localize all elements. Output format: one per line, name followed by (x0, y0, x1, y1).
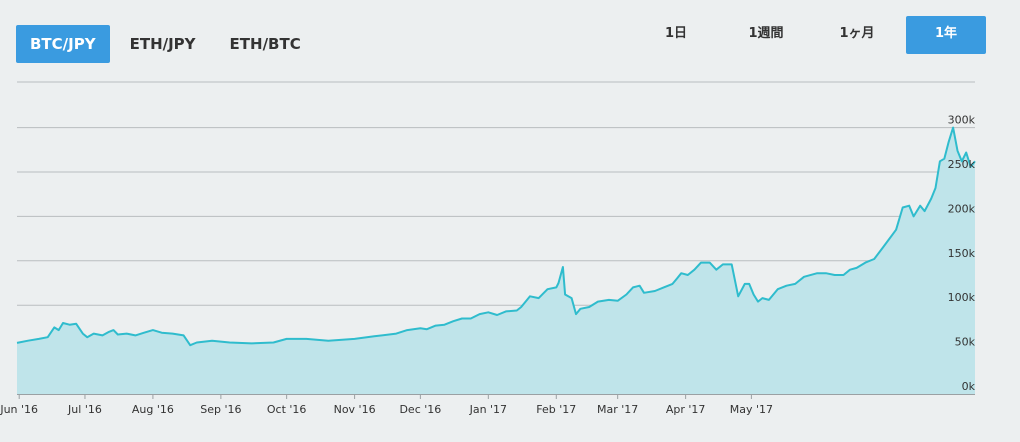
x-tick-label: Mar '17 (597, 403, 638, 416)
x-tick-label: May '17 (730, 403, 773, 416)
tab-eth-jpy[interactable]: ETH/JPY (129, 35, 196, 53)
x-tick-label: Sep '16 (200, 403, 241, 416)
tab-btc-jpy[interactable]: BTC/JPY (16, 25, 110, 63)
x-tick-label: Apr '17 (666, 403, 706, 416)
x-tick-label: Jun '16 (0, 403, 38, 416)
grid-lines (17, 81, 975, 351)
x-tick-label: Aug '16 (132, 403, 174, 416)
tab-range-1d[interactable]: 1日 (664, 26, 688, 41)
x-tick-label: Nov '16 (334, 403, 376, 416)
price-area (17, 127, 975, 394)
x-tick-label: Oct '16 (267, 403, 307, 416)
tab-range-1w[interactable]: 1週間 (748, 26, 784, 41)
x-tick-label: Jul '16 (67, 403, 102, 416)
y-tick-label: 0k (962, 380, 976, 393)
y-tick-label: 300k (948, 114, 976, 127)
tab-range-1y[interactable]: 1年 (906, 16, 986, 54)
tab-range-1m[interactable]: 1ヶ月 (839, 26, 875, 41)
x-tick-label: Jan '17 (469, 403, 507, 416)
y-tick-labels: 0k 50k 100k 150k 200k 250k 300k (948, 114, 976, 393)
y-tick-label: 200k (948, 202, 976, 215)
x-tick-labels: Jun '16 Jul '16 Aug '16 Sep '16 Oct '16 Nov '… (0, 394, 773, 416)
pair-tabs: BTC/JPY ETH/JPY ETH/BTC (16, 25, 321, 63)
tab-eth-btc[interactable]: ETH/BTC (229, 35, 301, 53)
y-tick-label: 50k (955, 336, 976, 349)
y-tick-label: 100k (948, 291, 976, 304)
x-tick-label: Feb '17 (536, 403, 576, 416)
x-tick-label: Dec '16 (399, 403, 441, 416)
y-tick-label: 250k (948, 158, 976, 171)
price-line (16, 126, 976, 347)
y-tick-label: 150k (948, 247, 976, 260)
